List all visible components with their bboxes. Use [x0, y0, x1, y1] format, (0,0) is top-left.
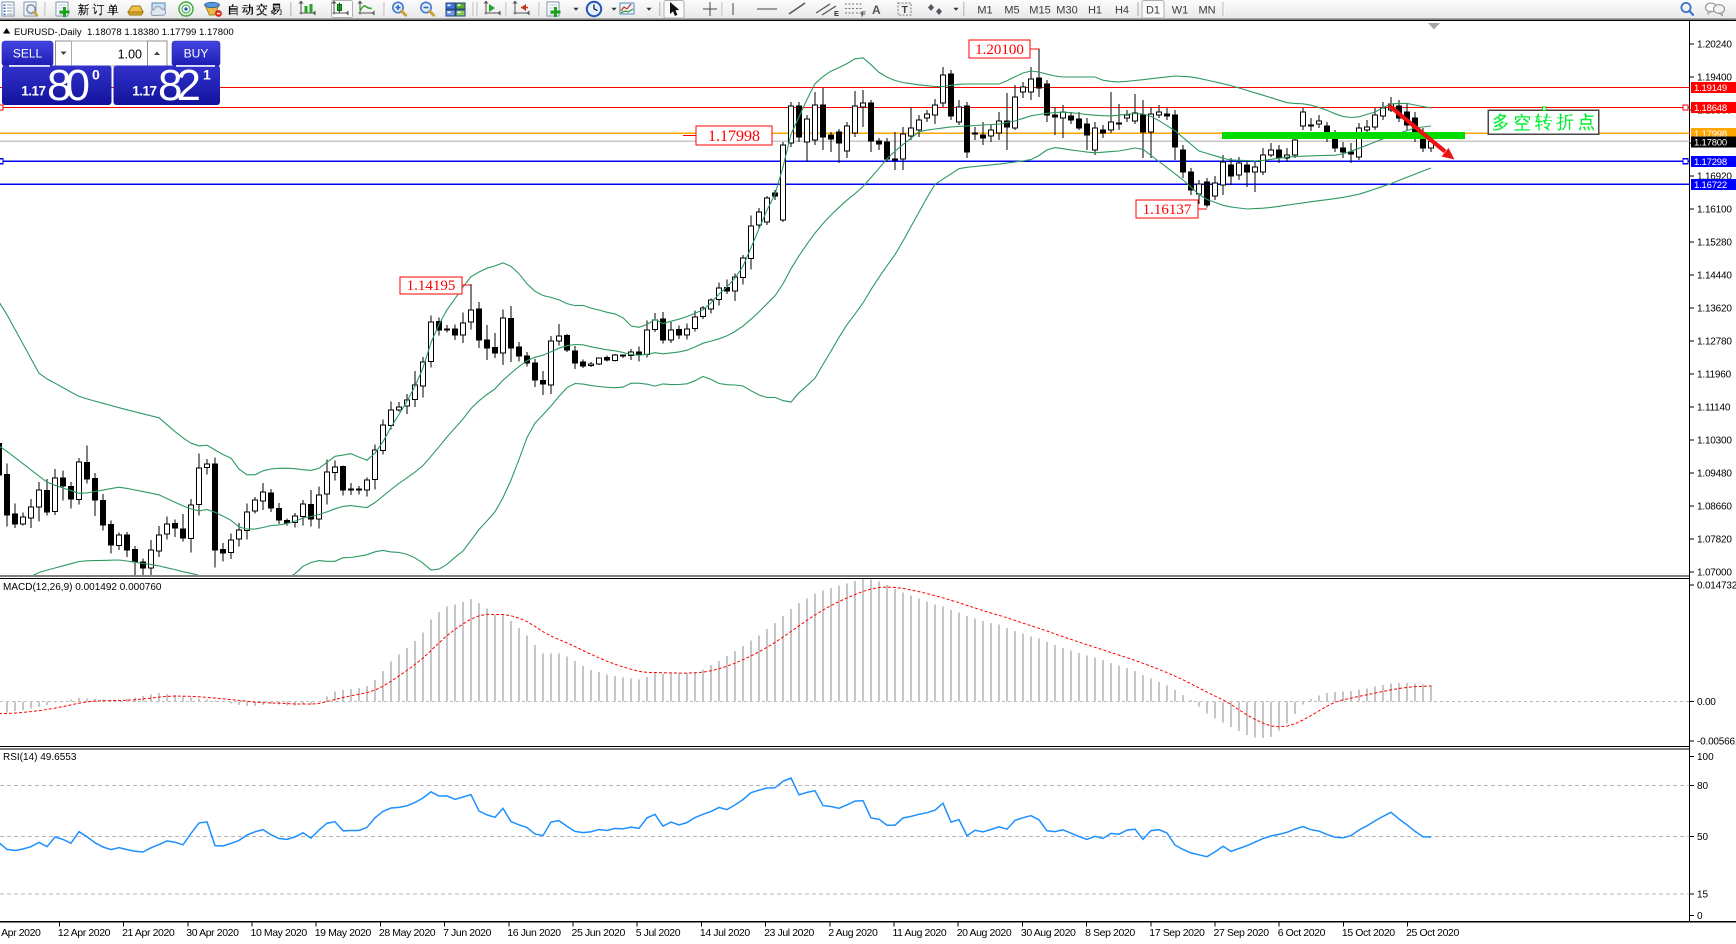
svg-text:1.17998: 1.17998: [1694, 129, 1727, 140]
svg-text:M30: M30: [1056, 5, 1077, 17]
svg-text:1.20100: 1.20100: [975, 42, 1024, 58]
svg-text:1.16100: 1.16100: [1697, 205, 1732, 216]
svg-text:1.15280: 1.15280: [1697, 238, 1732, 249]
svg-text:1: 1: [203, 67, 211, 83]
svg-text:0: 0: [1697, 911, 1703, 922]
svg-text:MN: MN: [1198, 5, 1215, 17]
svg-text:1.17: 1.17: [21, 84, 45, 99]
svg-text:1.19149: 1.19149: [1694, 83, 1727, 94]
svg-text:M5: M5: [1004, 5, 1019, 17]
svg-text:H1: H1: [1088, 5, 1102, 17]
svg-text:1.14440: 1.14440: [1697, 271, 1732, 282]
svg-text:1.12780: 1.12780: [1697, 337, 1732, 348]
svg-text:10 May 2020: 10 May 2020: [251, 927, 308, 939]
svg-text:80: 80: [1697, 781, 1709, 792]
svg-text:15 Oct 2020: 15 Oct 2020: [1342, 927, 1395, 939]
svg-text:1.10300: 1.10300: [1697, 436, 1732, 447]
svg-text:1.11960: 1.11960: [1697, 370, 1732, 381]
svg-text:F: F: [861, 10, 866, 19]
svg-text:1.17800: 1.17800: [1694, 138, 1727, 149]
svg-text:RSI(14) 49.6553: RSI(14) 49.6553: [3, 752, 77, 763]
svg-text:21 Apr 2020: 21 Apr 2020: [122, 927, 175, 939]
svg-text:25 Jun 2020: 25 Jun 2020: [572, 927, 626, 939]
svg-text:SELL: SELL: [13, 47, 43, 61]
svg-text:80: 80: [47, 61, 90, 110]
svg-text:27 Sep 2020: 27 Sep 2020: [1214, 927, 1270, 939]
svg-text:1.16920: 1.16920: [1697, 172, 1732, 183]
svg-text:12 Apr 2020: 12 Apr 2020: [58, 927, 111, 939]
svg-text:1.19400: 1.19400: [1697, 73, 1732, 84]
svg-text:82: 82: [158, 61, 201, 110]
svg-text:50: 50: [1697, 832, 1709, 843]
svg-text:23 Jul 2020: 23 Jul 2020: [764, 927, 814, 939]
svg-text:-0.005661: -0.005661: [1697, 737, 1736, 748]
svg-text:MACD(12,26,9) 0.001492 0.00076: MACD(12,26,9) 0.001492 0.000760: [3, 582, 162, 593]
svg-text:5 Jul 2020: 5 Jul 2020: [636, 927, 681, 939]
svg-text:1.17: 1.17: [132, 84, 156, 99]
svg-text:1.14195: 1.14195: [407, 278, 456, 294]
svg-text:30 Apr 2020: 30 Apr 2020: [186, 927, 239, 939]
svg-text:EURUSD-,Daily 1.18078 1.18380: EURUSD-,Daily 1.18078 1.18380 1.17799 1.…: [14, 27, 234, 38]
svg-text:1.00: 1.00: [118, 48, 142, 62]
svg-text:0: 0: [92, 67, 100, 83]
svg-text:15: 15: [1697, 890, 1709, 901]
svg-text:11 Aug 2020: 11 Aug 2020: [893, 927, 947, 939]
svg-text:M15: M15: [1029, 5, 1050, 17]
svg-text:H4: H4: [1115, 5, 1129, 17]
svg-text:W1: W1: [1172, 5, 1189, 17]
svg-text:7 Jun 2020: 7 Jun 2020: [443, 927, 492, 939]
svg-text:1.16722: 1.16722: [1694, 180, 1727, 191]
svg-text:28 May 2020: 28 May 2020: [379, 927, 436, 939]
svg-text:T: T: [902, 4, 909, 16]
svg-text:6 Oct 2020: 6 Oct 2020: [1278, 927, 1326, 939]
svg-text:1 Apr 2020: 1 Apr 2020: [0, 927, 41, 939]
svg-text:BUY: BUY: [184, 47, 209, 61]
svg-text:1.18648: 1.18648: [1694, 103, 1727, 114]
svg-text:0.00: 0.00: [1697, 697, 1716, 708]
svg-text:1.17998: 1.17998: [708, 128, 760, 145]
svg-text:1.11140: 1.11140: [1697, 403, 1731, 414]
svg-text:25 Oct 2020: 25 Oct 2020: [1406, 927, 1459, 939]
svg-text:1.08660: 1.08660: [1697, 502, 1732, 513]
svg-text:1.07000: 1.07000: [1697, 568, 1732, 579]
svg-text:A: A: [872, 3, 881, 17]
svg-text:8 Sep 2020: 8 Sep 2020: [1085, 927, 1135, 939]
svg-text:14 Jul 2020: 14 Jul 2020: [700, 927, 750, 939]
svg-text:1.17298: 1.17298: [1694, 157, 1727, 168]
svg-text:2 Aug 2020: 2 Aug 2020: [828, 927, 878, 939]
svg-text:E: E: [834, 9, 839, 18]
svg-text:17 Sep 2020: 17 Sep 2020: [1149, 927, 1205, 939]
svg-text:19 May 2020: 19 May 2020: [315, 927, 372, 939]
svg-text:0.014732: 0.014732: [1697, 581, 1736, 592]
svg-text:1.16137: 1.16137: [1143, 202, 1192, 218]
svg-text:100: 100: [1697, 752, 1714, 763]
svg-text:16 Jun 2020: 16 Jun 2020: [507, 927, 561, 939]
svg-text:M1: M1: [977, 5, 992, 17]
svg-text:30 Aug 2020: 30 Aug 2020: [1021, 927, 1076, 939]
svg-text:1.09480: 1.09480: [1697, 469, 1732, 480]
svg-text:1.13620: 1.13620: [1697, 304, 1732, 315]
svg-text:20 Aug 2020: 20 Aug 2020: [957, 927, 1012, 939]
svg-text:1.07820: 1.07820: [1697, 535, 1732, 546]
svg-text:D1: D1: [1146, 5, 1160, 17]
svg-text:1.20240: 1.20240: [1697, 40, 1732, 51]
